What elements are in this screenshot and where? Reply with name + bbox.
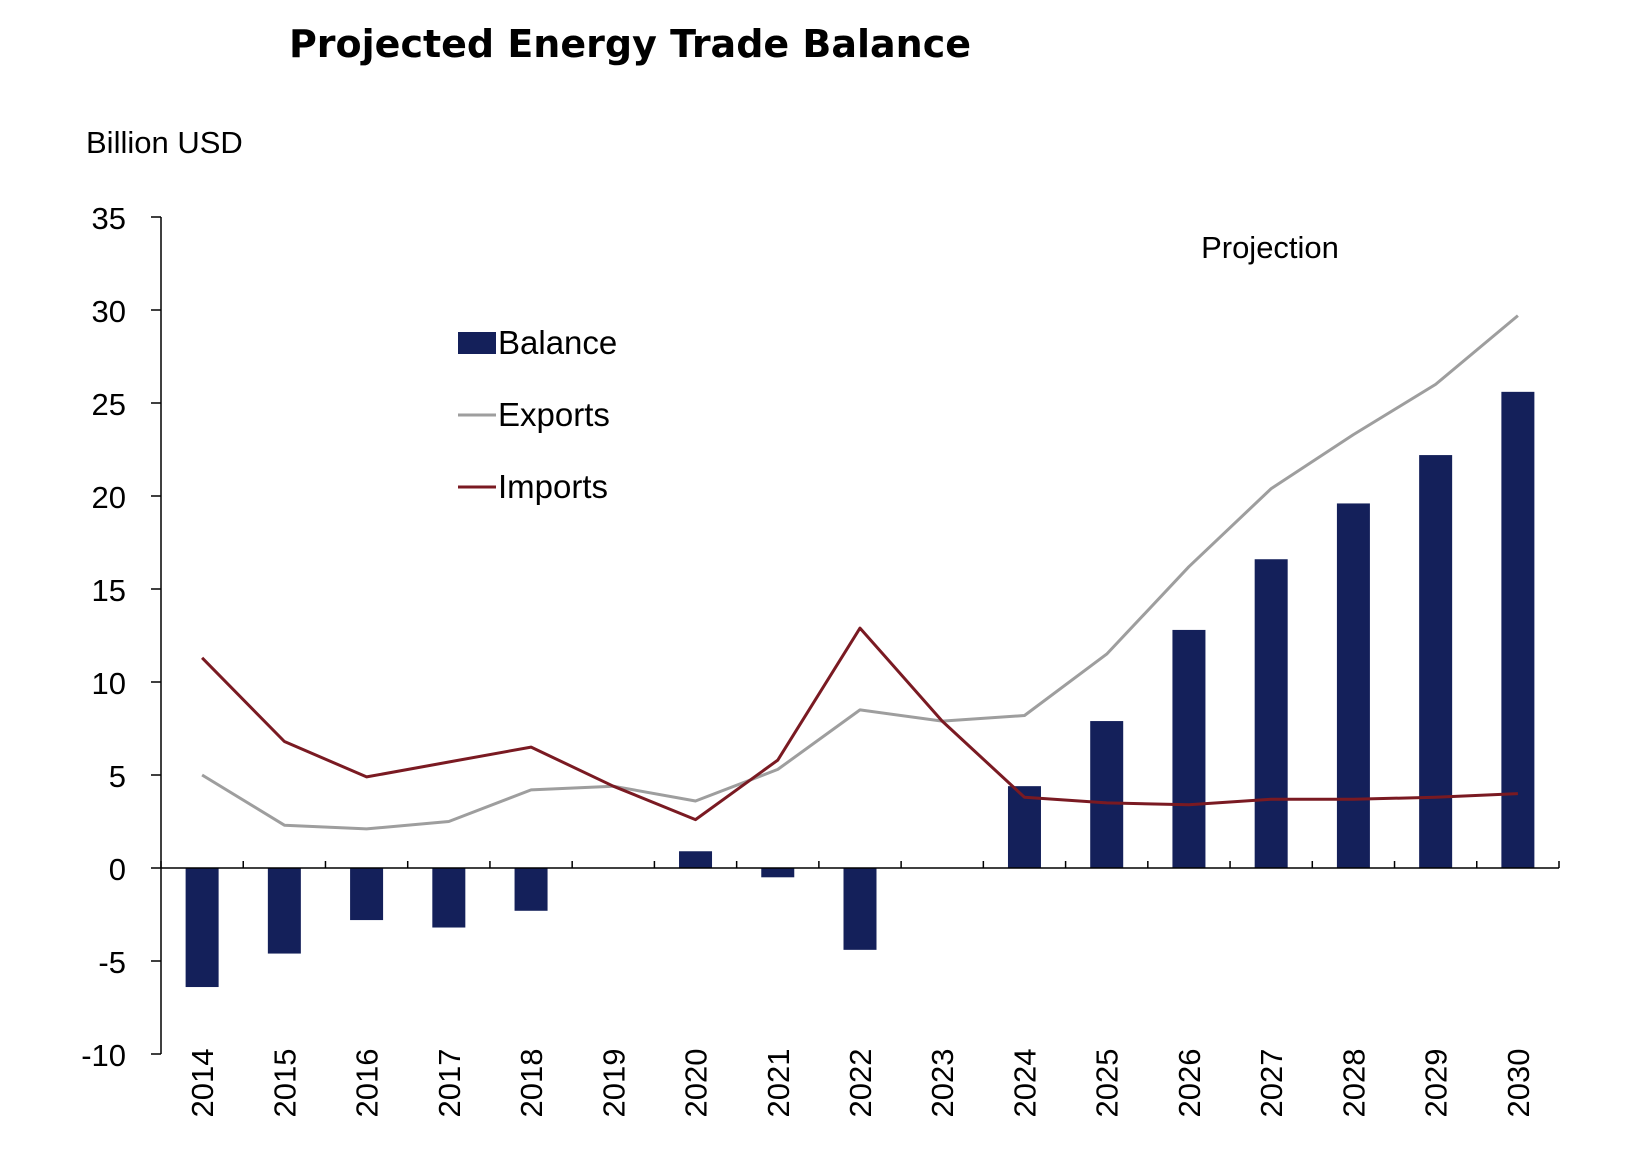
y-tick-label: 20 (92, 480, 126, 515)
x-tick-label-2027: 2027 (1254, 1049, 1289, 1118)
bar-2015 (267, 868, 301, 954)
x-tick-label-2021: 2021 (761, 1049, 796, 1118)
bar-2022 (843, 868, 877, 950)
y-tick-label: 5 (109, 759, 126, 794)
x-tick-label-2028: 2028 (1336, 1049, 1371, 1118)
bar-2030 (1501, 391, 1535, 868)
lines-layer (201, 314, 1519, 831)
bar-2029 (1419, 455, 1453, 868)
bar-2020 (679, 851, 713, 868)
y-tick-label: 15 (92, 573, 126, 608)
legend-label-imports: Imports (498, 468, 608, 505)
x-tick-label-2020: 2020 (679, 1049, 714, 1118)
y-tick-label: 0 (109, 852, 126, 887)
y-tick-label: 10 (92, 666, 126, 701)
x-tick-label-2029: 2029 (1419, 1049, 1454, 1118)
bar-2026 (1172, 629, 1206, 868)
x-tick-label-2026: 2026 (1172, 1049, 1207, 1118)
chart-title: Projected Energy Trade Balance (289, 22, 971, 66)
x-tick-label-2023: 2023 (925, 1049, 960, 1118)
x-tick-label-2025: 2025 (1090, 1049, 1125, 1118)
legend-label-exports: Exports (498, 396, 610, 433)
bar-2018 (514, 868, 548, 911)
projection-annotation: Projection (1201, 230, 1339, 265)
legend: Balance Exports Imports (458, 324, 617, 505)
bar-2028 (1336, 503, 1370, 868)
x-tick-label-2022: 2022 (843, 1049, 878, 1118)
line-imports (201, 626, 1518, 822)
bar-2014 (185, 868, 219, 988)
y-tick-label: -5 (98, 945, 126, 980)
line-exports (201, 314, 1519, 831)
y-tick-label: 30 (92, 294, 126, 329)
x-tick-label-2017: 2017 (432, 1049, 467, 1118)
bars-layer (185, 391, 1535, 988)
y-axis-label: Billion USD (86, 125, 243, 160)
x-tick-label-2018: 2018 (514, 1049, 549, 1118)
legend-label-balance: Balance (498, 324, 617, 361)
y-tick-label: -10 (81, 1038, 126, 1073)
bar-2016 (350, 868, 384, 921)
legend-swatch-balance (458, 332, 496, 354)
y-tick-label: 25 (92, 387, 126, 422)
x-tick-label-2030: 2030 (1501, 1049, 1536, 1118)
x-tick-label-2014: 2014 (185, 1049, 220, 1118)
bar-2027 (1254, 559, 1288, 868)
bar-2025 (1090, 721, 1124, 868)
x-tick-label-2015: 2015 (267, 1049, 302, 1118)
bar-2017 (432, 868, 466, 928)
x-tick-label-2019: 2019 (596, 1049, 631, 1118)
x-tick-label-2016: 2016 (350, 1049, 385, 1118)
bar-2024 (1007, 786, 1041, 868)
y-tick-label: 35 (92, 201, 126, 236)
x-tick-label-2024: 2024 (1007, 1049, 1042, 1118)
bar-2021 (761, 868, 795, 878)
